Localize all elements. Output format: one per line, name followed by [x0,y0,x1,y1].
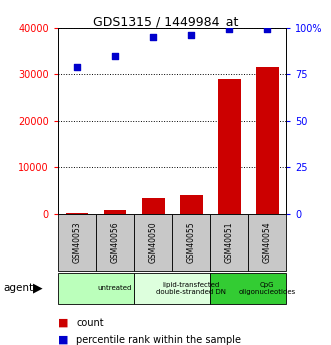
Text: count: count [76,318,104,327]
Bar [210,214,248,271]
Point [264,27,270,32]
Text: GSM40056: GSM40056 [111,221,119,263]
Point [188,32,194,38]
Point [74,64,79,69]
Bar [104,210,126,214]
Point [226,27,232,32]
Text: ■: ■ [58,335,69,345]
Bar [218,79,241,214]
Text: GSM40053: GSM40053 [72,221,81,263]
Text: GSM40050: GSM40050 [149,221,158,263]
Text: CpG
oligonucleotides: CpG oligonucleotides [239,282,296,295]
Bar [248,214,286,271]
Text: percentile rank within the sample: percentile rank within the sample [76,335,241,345]
Text: lipid-transfected
double-stranded DN: lipid-transfected double-stranded DN [156,282,226,295]
Text: untreated: untreated [98,285,132,291]
Bar [256,67,279,214]
Point [150,34,156,40]
Bar [58,214,96,271]
Bar [58,273,134,304]
Bar [134,214,172,271]
Bar [142,198,165,214]
Text: GSM40054: GSM40054 [263,221,272,263]
Bar [96,214,134,271]
Text: GDS1315 / 1449984_at: GDS1315 / 1449984_at [93,16,238,29]
Text: GSM40051: GSM40051 [225,221,234,263]
Bar [210,273,286,304]
Bar [172,214,210,271]
Bar [180,195,203,214]
Text: GSM40055: GSM40055 [187,221,196,263]
Text: agent: agent [3,283,33,293]
Text: ▶: ▶ [33,282,43,295]
Bar [66,213,88,214]
Point [112,53,118,58]
Text: ■: ■ [58,318,69,327]
Bar [134,273,210,304]
